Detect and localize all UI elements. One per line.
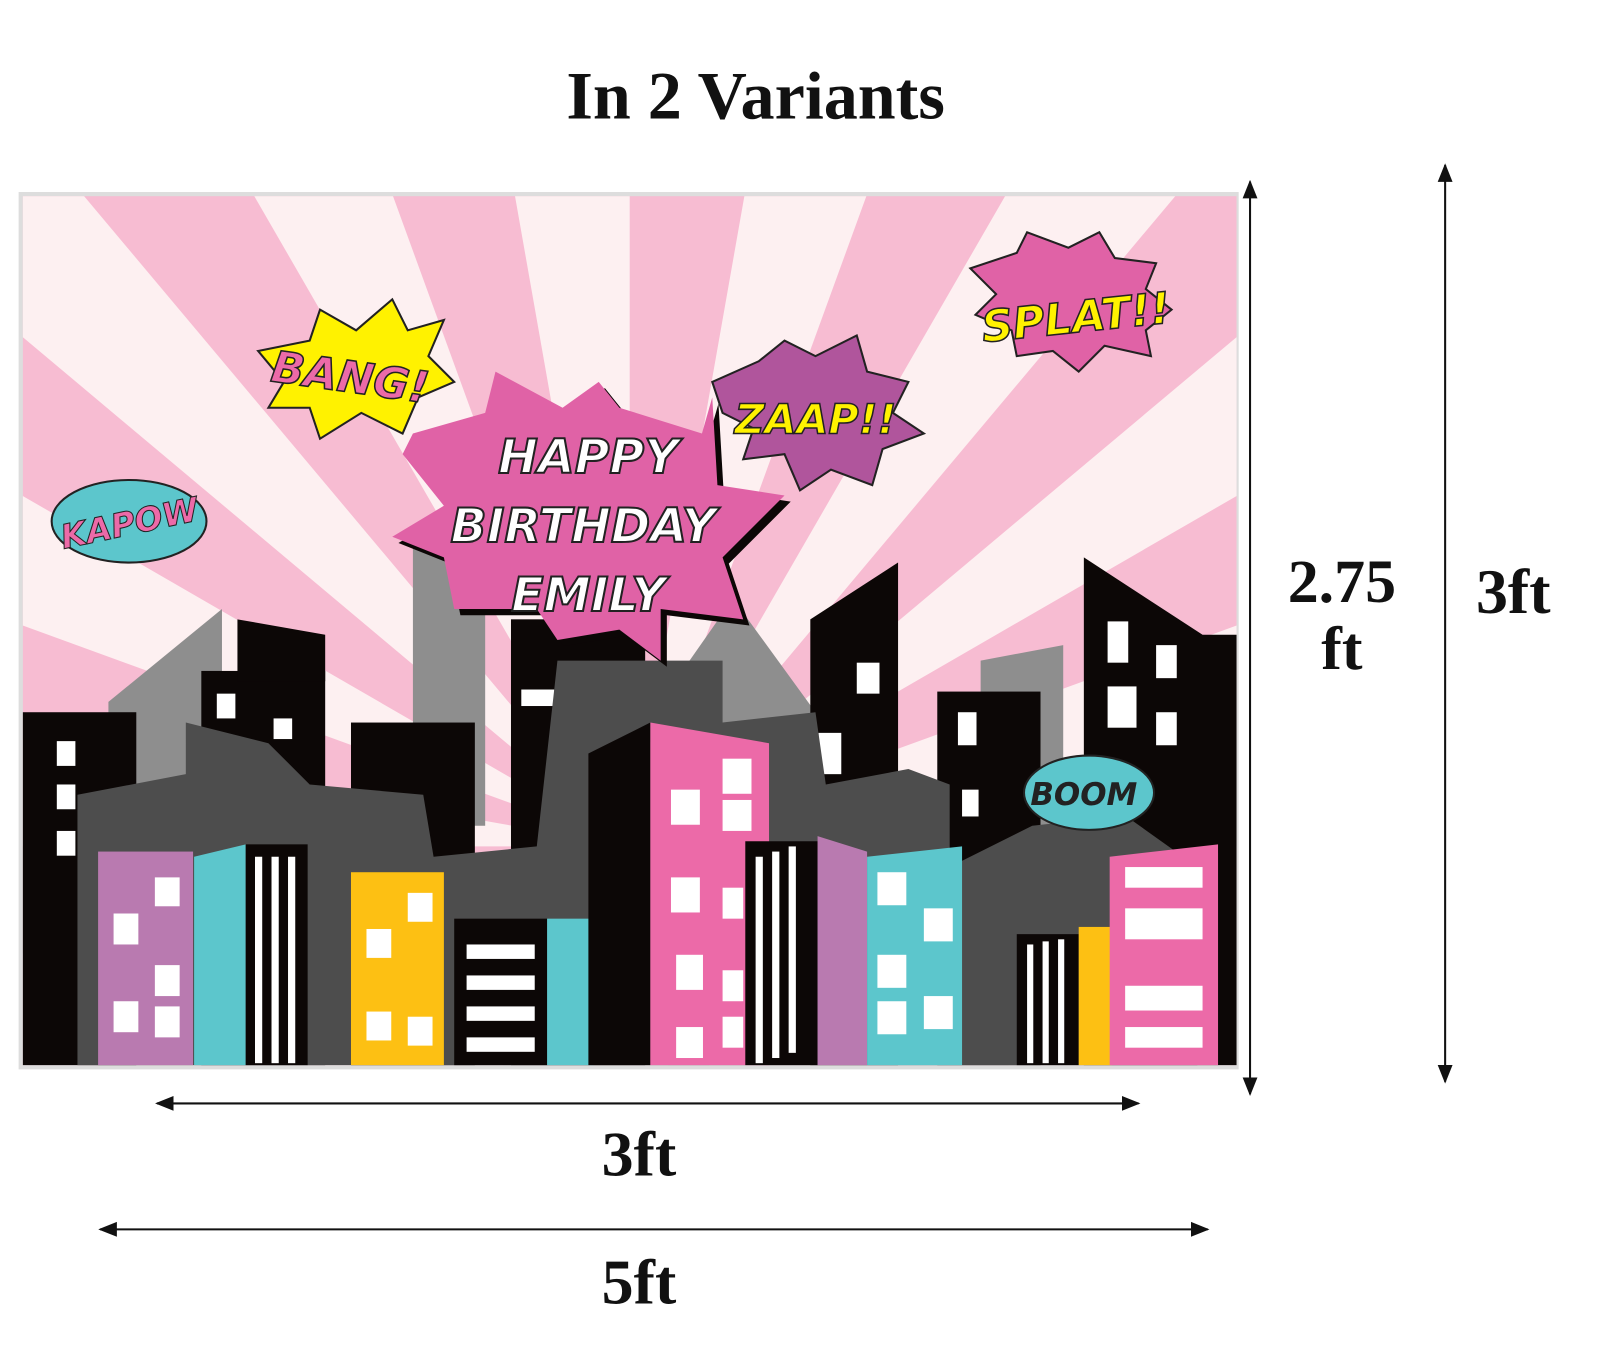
building-windows [56, 621, 1177, 856]
height-large-label: 3ft [1476, 556, 1551, 627]
boom-cloud: BOOM [1022, 754, 1156, 831]
teal-low-building [547, 918, 594, 1066]
colored-building-windows [113, 758, 1203, 1064]
splat-burst: SPLAT!! [968, 230, 1173, 373]
purple-building-2 [817, 836, 868, 1066]
zaap-burst: ZAAP!! [710, 333, 927, 492]
page-title: In 2 Variants [566, 58, 945, 134]
greeting-line-1: HAPPY [498, 430, 683, 485]
teal-building [194, 844, 246, 1066]
backdrop-banner: HAPPY BIRTHDAY EMILY BANG! ZAAP!! SPLAT!… [18, 191, 1239, 1070]
zaap-text: ZAAP!! [733, 396, 897, 444]
height-small-unit: ft [1321, 615, 1363, 683]
greeting-line-2: BIRTHDAY [451, 499, 721, 554]
boom-text: BOOM [1030, 777, 1137, 813]
yellow-building-2 [1078, 926, 1112, 1066]
greeting-line-3: EMILY [511, 568, 670, 623]
kapow-cloud: KAPOW [50, 478, 208, 564]
dark-tower [588, 722, 651, 1066]
height-small-value: 2.75 [1288, 548, 1396, 616]
width-large-label: 5ft [602, 1247, 677, 1318]
happy-birthday-burst: HAPPY BIRTHDAY EMILY [392, 371, 791, 667]
bang-burst: BANG! [256, 297, 457, 441]
width-small-label: 3ft [602, 1119, 677, 1190]
